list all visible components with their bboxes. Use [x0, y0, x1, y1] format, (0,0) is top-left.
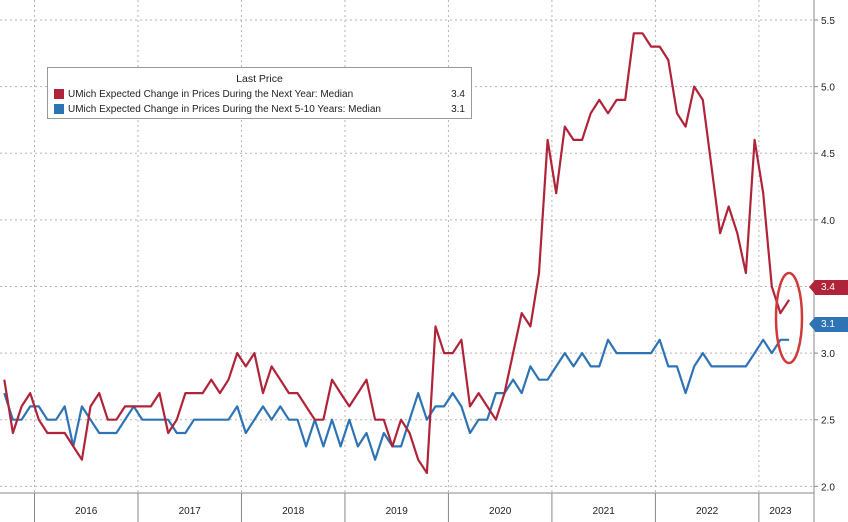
series-line-5-10-years [3, 338, 790, 461]
highlight-ellipse [774, 271, 804, 365]
y-tick-label: 3.0 [821, 349, 835, 360]
x-tick-label: 2022 [696, 506, 719, 517]
series-layer [3, 32, 791, 475]
legend-value: 3.4 [451, 88, 465, 100]
legend-title: Last Price [236, 73, 283, 85]
last-value-badge-5-10-years: 3.1 [809, 317, 848, 332]
legend-item-5-10-years: UMich Expected Change in Prices During t… [54, 102, 465, 116]
legend-swatch-red [54, 89, 64, 99]
legend-swatch-blue [54, 104, 64, 114]
legend-label: UMich Expected Change in Prices During t… [68, 103, 381, 115]
x-tick-label: 2018 [282, 506, 305, 517]
x-tick-label: 2020 [489, 506, 512, 517]
series-line-next-year [3, 32, 791, 475]
y-tick-label: 5.5 [821, 16, 835, 27]
y-tick-label: 4.0 [821, 216, 835, 227]
y-axis-ticks: 2.02.53.03.54.04.55.05.5 [814, 16, 835, 493]
legend-label: UMich Expected Change in Prices During t… [68, 88, 354, 100]
y-tick-label: 4.5 [821, 149, 835, 160]
legend: Last Price UMich Expected Change in Pric… [47, 67, 472, 119]
y-tick-label: 5.0 [821, 83, 835, 94]
y-tick-label: 2.0 [821, 482, 835, 493]
legend-value: 3.1 [451, 103, 465, 115]
x-tick-label: 2019 [386, 506, 409, 517]
y-tick-label: 2.5 [821, 416, 835, 427]
x-axis-ticks: 2016 2017 2018 2019 2020 2021 2022 2023 [33, 493, 792, 522]
last-value-badge-next-year: 3.4 [809, 280, 848, 295]
legend-item-next-year: UMich Expected Change in Prices During t… [54, 87, 465, 101]
x-tick-label: 2016 [75, 506, 98, 517]
x-tick-label: 2017 [179, 506, 202, 517]
x-tick-label: 2023 [769, 506, 792, 517]
x-tick-label: 2021 [593, 506, 616, 517]
